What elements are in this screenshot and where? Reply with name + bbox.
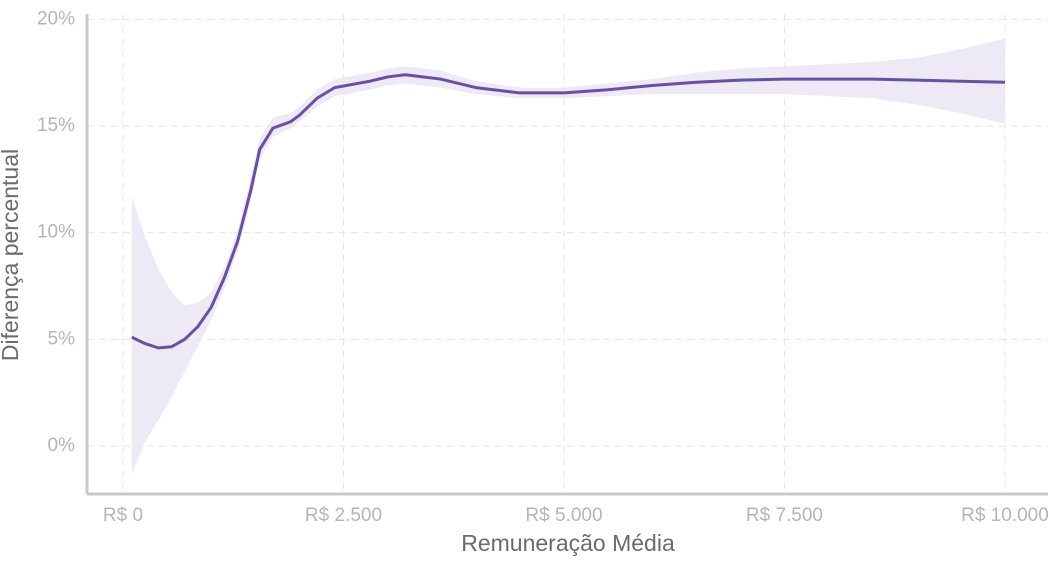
x-axis-title: Remuneração Média: [461, 530, 675, 556]
x-tick-label: R$ 7.500: [746, 505, 823, 526]
line: [131, 73, 1005, 350]
y-tick-label: 0%: [48, 435, 76, 456]
y-axis-title: Diferença percentual: [0, 149, 23, 361]
confidence-band: [131, 38, 1005, 474]
x-tick-label: R$ 10.000: [961, 505, 1049, 526]
y-tick-label: 20%: [37, 8, 75, 29]
y-tick-label: 5%: [48, 328, 76, 349]
x-tick-label: R$ 0: [103, 505, 143, 526]
x-tick-label: R$ 2.500: [305, 505, 382, 526]
y-tick-label: 10%: [37, 222, 75, 243]
x-tick-label: R$ 5.000: [525, 505, 602, 526]
y-tick-label: 15%: [37, 115, 75, 136]
